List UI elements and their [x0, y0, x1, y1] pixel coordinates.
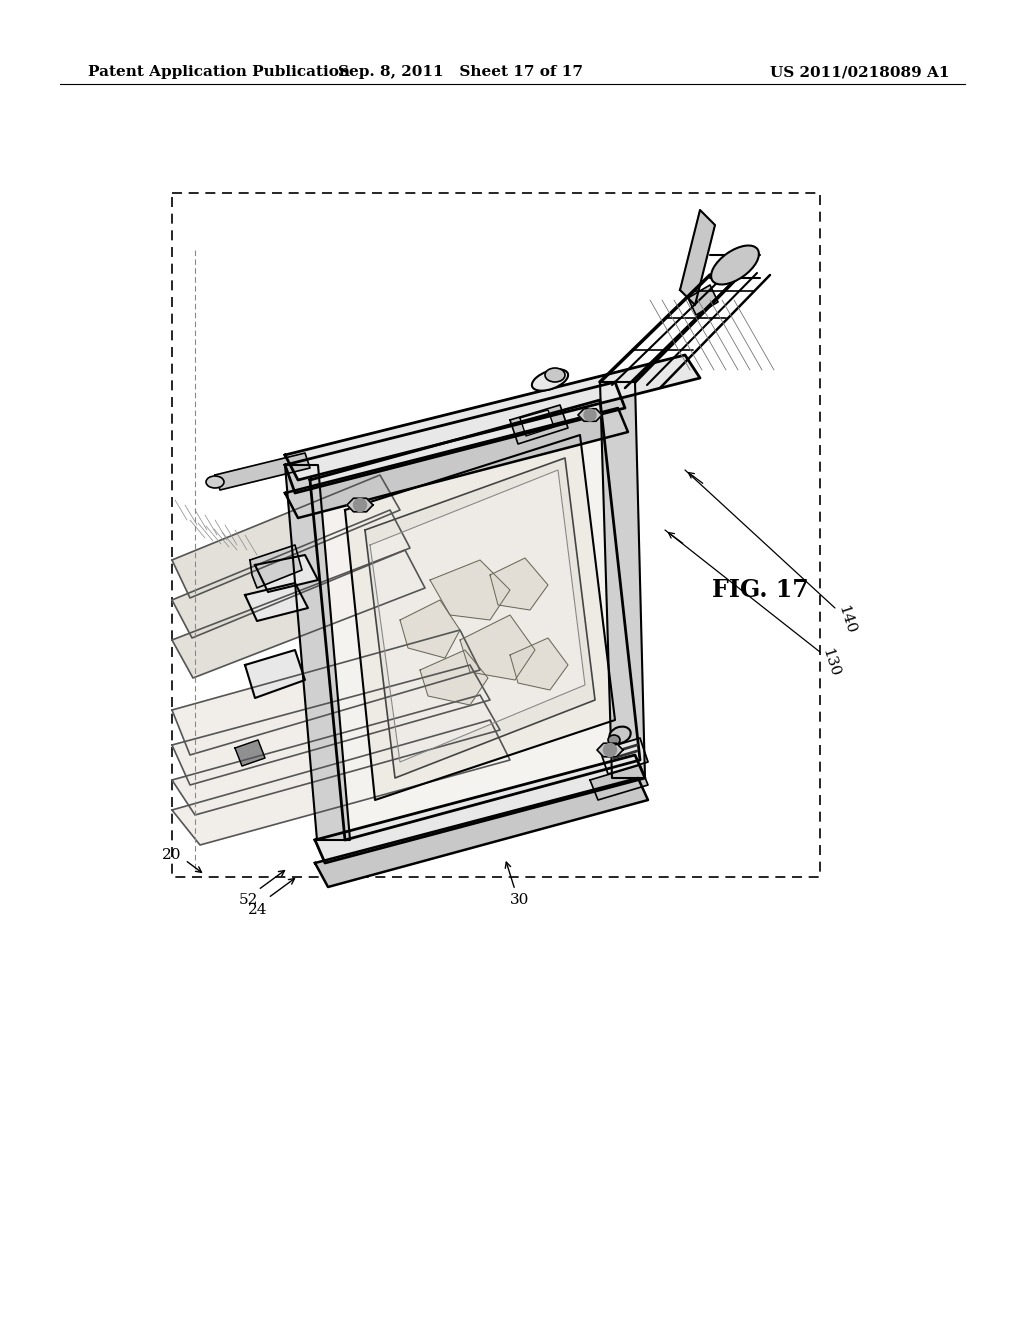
Polygon shape [520, 411, 554, 436]
Text: FIG. 17: FIG. 17 [712, 578, 808, 602]
Polygon shape [680, 210, 715, 305]
Circle shape [584, 409, 596, 421]
Polygon shape [430, 560, 510, 620]
Polygon shape [172, 665, 490, 785]
Polygon shape [245, 583, 308, 620]
Polygon shape [347, 498, 373, 512]
Ellipse shape [711, 246, 759, 285]
Text: 130: 130 [819, 647, 841, 678]
Polygon shape [310, 400, 640, 840]
Text: Patent Application Publication: Patent Application Publication [88, 65, 350, 79]
Polygon shape [172, 719, 510, 845]
Polygon shape [600, 738, 648, 774]
Polygon shape [255, 554, 318, 591]
Polygon shape [285, 408, 628, 517]
Polygon shape [510, 405, 568, 444]
Polygon shape [172, 475, 400, 598]
Polygon shape [315, 777, 648, 887]
Polygon shape [250, 545, 302, 587]
Polygon shape [590, 766, 648, 800]
Circle shape [353, 499, 367, 511]
Polygon shape [172, 630, 480, 755]
Polygon shape [234, 741, 265, 766]
Polygon shape [510, 638, 568, 690]
Polygon shape [315, 755, 645, 863]
Polygon shape [578, 409, 602, 421]
Polygon shape [688, 285, 718, 315]
Polygon shape [597, 743, 623, 756]
Polygon shape [285, 355, 700, 480]
Text: 140: 140 [835, 605, 857, 636]
Ellipse shape [206, 477, 224, 488]
Ellipse shape [531, 370, 568, 391]
Polygon shape [172, 696, 500, 814]
Polygon shape [215, 453, 310, 490]
Circle shape [603, 743, 616, 756]
Text: US 2011/0218089 A1: US 2011/0218089 A1 [770, 65, 950, 79]
Polygon shape [400, 601, 460, 657]
Text: 24: 24 [248, 903, 267, 917]
Text: Sep. 8, 2011   Sheet 17 of 17: Sep. 8, 2011 Sheet 17 of 17 [338, 65, 583, 79]
Polygon shape [172, 510, 410, 638]
Polygon shape [285, 381, 625, 492]
Polygon shape [285, 465, 350, 840]
Ellipse shape [545, 368, 565, 381]
Ellipse shape [608, 735, 620, 744]
Polygon shape [345, 436, 615, 800]
Polygon shape [490, 558, 548, 610]
Text: 30: 30 [510, 894, 529, 907]
Polygon shape [420, 649, 488, 705]
Text: 20: 20 [162, 847, 181, 862]
Ellipse shape [609, 726, 631, 743]
Bar [172, 193, 820, 876]
Polygon shape [365, 458, 595, 777]
Polygon shape [600, 381, 645, 777]
Polygon shape [460, 615, 535, 680]
Polygon shape [245, 649, 305, 698]
Polygon shape [172, 550, 425, 678]
Polygon shape [370, 470, 585, 762]
Text: 52: 52 [239, 894, 258, 907]
